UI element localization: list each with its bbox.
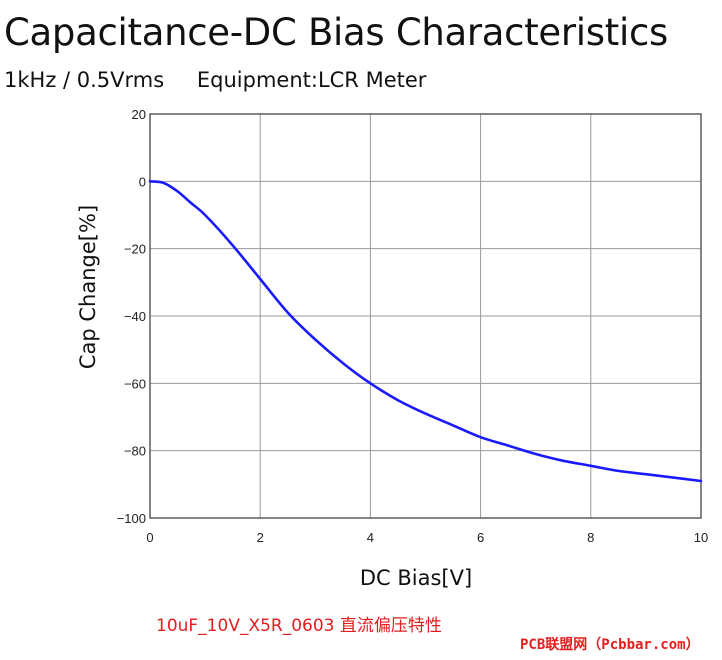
- x-tick-label: 4: [367, 530, 374, 545]
- cap-change-curve: [148, 180, 703, 483]
- equipment-label: Equipment:LCR Meter: [196, 68, 427, 92]
- x-axis-label: DC Bias[V]: [360, 566, 472, 590]
- x-tick-label: 2: [257, 530, 264, 545]
- x-tick-label: 6: [477, 530, 484, 545]
- x-tick-label: 0: [146, 530, 153, 545]
- y-tick-label: −60: [124, 376, 146, 391]
- bias-chart: 0 2 4 6 8 10 20 0 −20 −40 −60 −80 −100 DC Bias[V] Ca…: [76, 107, 709, 590]
- y-tick-label: 20: [132, 107, 146, 122]
- y-tick-label: −100: [117, 511, 146, 526]
- chart-caption: 10uF_10V_X5R_0603 直流偏压特性: [156, 616, 442, 636]
- y-axis-label: Cap Change[%]: [76, 205, 100, 369]
- page-title: Capacitance-DC Bias Characteristics: [4, 11, 668, 54]
- chart-grid: [149, 113, 702, 519]
- x-tick-label: 8: [587, 530, 594, 545]
- y-tick-label: −80: [124, 444, 146, 459]
- x-tick-label: 10: [694, 530, 708, 545]
- watermark: PCB联盟网（Pcbbar.com）: [520, 637, 700, 653]
- chart-subtitle: 1kHz / 0.5Vrms Equipment:LCR Meter: [4, 66, 426, 94]
- y-tick-label: −20: [124, 242, 146, 257]
- plot-frame: [149, 113, 702, 519]
- test-conditions: 1kHz / 0.5Vrms: [4, 68, 165, 92]
- y-tick-label: −40: [124, 309, 146, 324]
- tick-labels: 0 2 4 6 8 10 20 0 −20 −40 −60 −80 −100: [117, 107, 709, 545]
- y-tick-label: 0: [139, 174, 146, 189]
